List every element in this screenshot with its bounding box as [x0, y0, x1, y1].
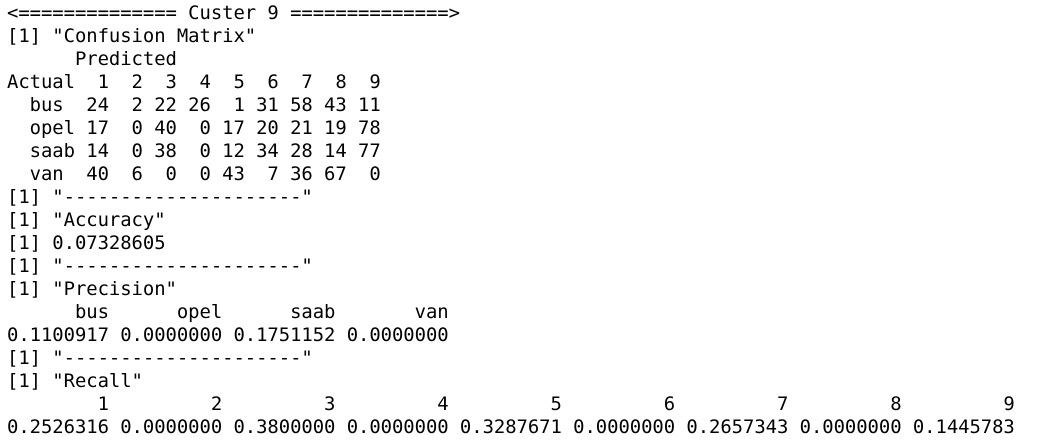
separator-line: [1] "---------------------": [7, 186, 313, 208]
separator-line: [1] "---------------------": [7, 347, 313, 369]
accuracy-value-line: [1] 0.07328605: [7, 232, 166, 254]
matrix-row-bus: bus 24 2 22 26 1 31 58 43 11: [7, 94, 381, 116]
recall-header-line: 1 2 3 4 5 6 7 8 9: [7, 393, 1015, 415]
predicted-label-line: Predicted: [7, 48, 177, 70]
matrix-header-row: Actual 1 2 3 4 5 6 7 8 9: [7, 71, 381, 93]
matrix-row-saab: saab 14 0 38 0 12 34 28 14 77: [7, 140, 381, 162]
separator-line: [1] "---------------------": [7, 255, 313, 277]
recall-values-line: 0.2526316 0.0000000 0.3800000 0.0000000 …: [7, 416, 1015, 438]
precision-header-line: bus opel saab van: [7, 301, 449, 323]
matrix-row-van: van 40 6 0 0 43 7 36 67 0: [7, 163, 381, 185]
recall-title-line: [1] "Recall": [7, 370, 143, 392]
matrix-row-opel: opel 17 0 40 0 17 20 21 19 78: [7, 117, 381, 139]
accuracy-title-line: [1] "Accuracy": [7, 209, 166, 231]
cluster-header-line: <============== Custer 9 ==============>: [7, 2, 460, 24]
confusion-matrix-title-line: [1] "Confusion Matrix": [7, 25, 257, 47]
precision-title-line: [1] "Precision": [7, 278, 177, 300]
precision-values-line: 0.1100917 0.0000000 0.1751152 0.0000000: [7, 324, 449, 346]
